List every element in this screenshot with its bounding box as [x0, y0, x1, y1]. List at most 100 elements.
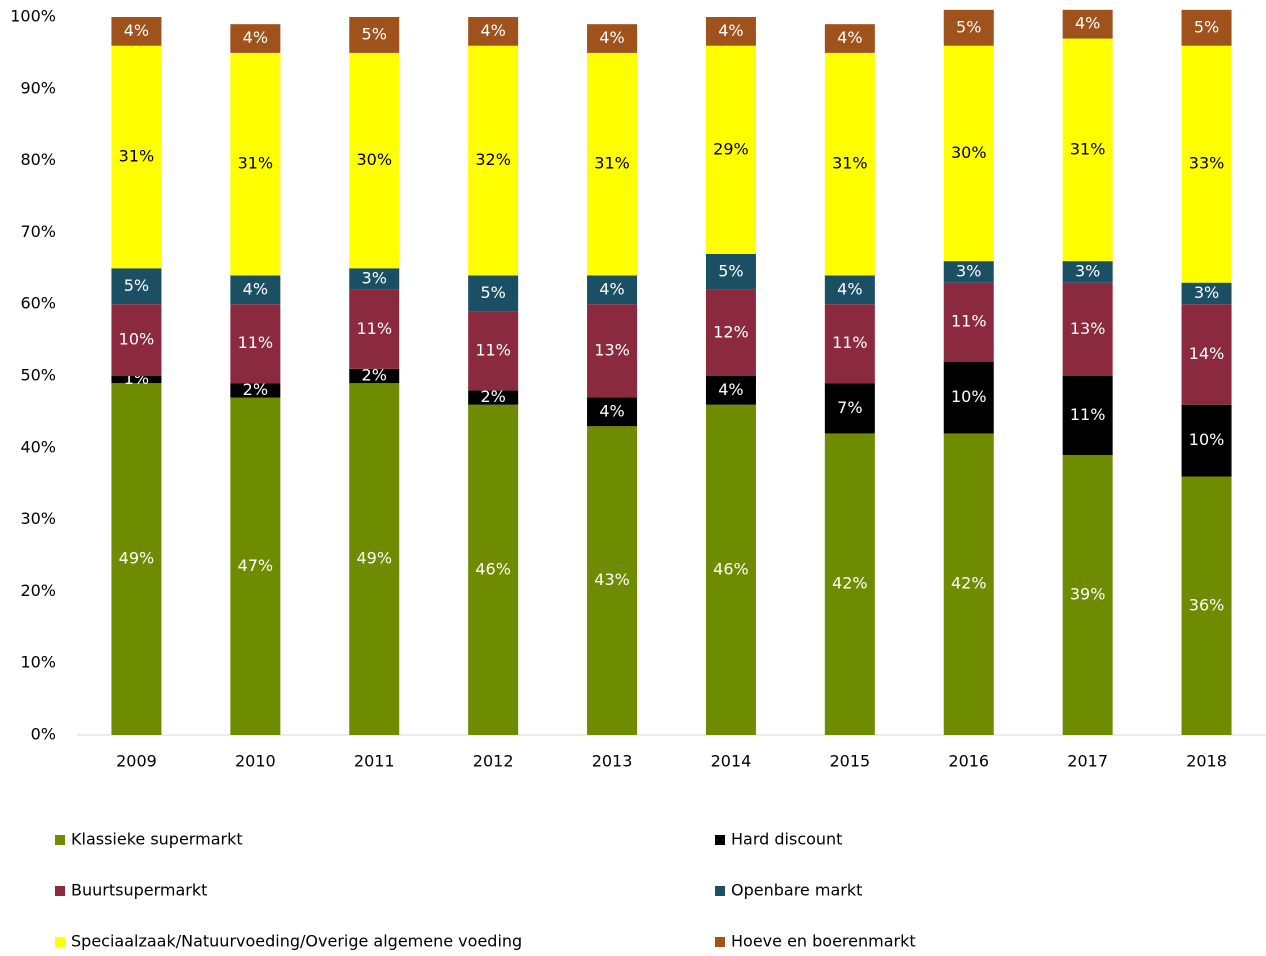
data-label: 46%: [475, 559, 511, 578]
bar-segment: [1181, 45, 1232, 283]
data-label: 3%: [1075, 261, 1100, 280]
data-label: 4%: [718, 380, 743, 399]
y-tick-label: 70%: [20, 222, 56, 241]
y-tick-label: 60%: [20, 294, 56, 313]
x-tick-label: 2016: [948, 752, 989, 771]
bar-segment: [349, 289, 400, 369]
bar-segment: [111, 17, 162, 46]
data-label: 10%: [1189, 430, 1225, 449]
data-label: 10%: [119, 330, 155, 349]
data-label: 13%: [1070, 319, 1106, 338]
bar-segment: [705, 253, 756, 290]
bar-segment: [1062, 9, 1113, 39]
bar-segment: [705, 17, 756, 46]
data-label: 31%: [119, 147, 155, 166]
data-label: 36%: [1189, 595, 1225, 614]
bar-segment: [587, 275, 638, 305]
data-label: 5%: [1194, 17, 1219, 36]
data-label: 31%: [238, 154, 274, 173]
bar-segment: [824, 383, 875, 434]
data-label: 5%: [124, 276, 149, 295]
data-label: 11%: [832, 333, 868, 352]
bar-segment: [587, 24, 638, 53]
legend-swatch: [55, 886, 65, 896]
legend-label: Openbare markt: [731, 881, 862, 900]
y-tick-label: 80%: [20, 150, 56, 169]
bar-segment: [587, 304, 638, 398]
data-label: 11%: [951, 312, 987, 331]
bar-segment: [705, 45, 756, 254]
bar-segment: [1062, 261, 1113, 283]
data-label: 31%: [1070, 139, 1106, 158]
y-tick-label: 40%: [20, 437, 56, 456]
bar-segment: [824, 433, 875, 735]
y-tick-label: 100%: [10, 7, 56, 26]
legend-label: Speciaalzaak/Natuurvoeding/Overige algem…: [71, 932, 522, 951]
data-label: 11%: [475, 340, 511, 359]
bar-segment: [1062, 282, 1113, 376]
bar-segment: [1181, 304, 1232, 405]
data-label: 4%: [837, 28, 862, 47]
data-label: 14%: [1189, 344, 1225, 363]
bar-segment: [1181, 282, 1232, 305]
data-label: 11%: [356, 319, 392, 338]
bar-segment: [230, 383, 281, 398]
data-label: 13%: [594, 340, 630, 359]
data-label: 31%: [832, 154, 868, 173]
bar-segment: [349, 268, 400, 290]
bar-segment: [705, 376, 756, 405]
data-label: 4%: [599, 401, 624, 420]
bar-segment: [230, 24, 281, 53]
bar-segment: [349, 368, 400, 384]
bar-segment: [111, 268, 162, 305]
data-label: 4%: [718, 21, 743, 40]
data-label: 2%: [243, 380, 268, 399]
legend-label: Hoeve en boerenmarkt: [731, 932, 916, 951]
data-label: 43%: [594, 570, 630, 589]
bar-segment: [1062, 38, 1113, 262]
bar-segment: [1181, 476, 1232, 735]
data-label: 33%: [1189, 154, 1225, 173]
x-tick-label: 2014: [711, 752, 752, 771]
bar-segment: [705, 289, 756, 376]
legend-label: Klassieke supermarkt: [71, 830, 243, 849]
bar-segment: [111, 45, 162, 269]
bar-segment: [824, 52, 875, 276]
bar-segment: [943, 361, 994, 434]
data-label: 10%: [951, 387, 987, 406]
bar-segment: [111, 376, 162, 384]
legend-swatch: [715, 937, 725, 947]
bar-segment: [468, 17, 519, 46]
data-label: 30%: [951, 143, 987, 162]
bar-segment: [230, 275, 281, 305]
bar-segment: [349, 52, 400, 269]
bar-segment: [111, 304, 162, 376]
legend-swatch: [55, 937, 65, 947]
data-label: 5%: [480, 283, 505, 302]
bar-segment: [587, 397, 638, 427]
data-label: 2%: [480, 387, 505, 406]
data-label: 7%: [837, 398, 862, 417]
data-label: 3%: [1194, 283, 1219, 302]
data-label: 46%: [713, 559, 749, 578]
data-label: 4%: [599, 279, 624, 298]
x-tick-label: 2018: [1186, 752, 1227, 771]
x-tick-label: 2012: [473, 752, 514, 771]
bar-segment: [468, 45, 519, 276]
x-tick-label: 2013: [592, 752, 633, 771]
y-tick-label: 0%: [31, 725, 56, 744]
bar-segment: [587, 52, 638, 276]
legend-swatch: [55, 835, 65, 845]
bar-segment: [349, 17, 400, 53]
x-tick-label: 2010: [235, 752, 276, 771]
y-tick-label: 90%: [20, 78, 56, 97]
bar-segment: [943, 433, 994, 735]
bar-segment: [1181, 404, 1232, 477]
bar-segment: [1062, 454, 1113, 735]
data-label: 30%: [356, 150, 392, 169]
legend-label: Hard discount: [731, 830, 842, 849]
bar-segment: [943, 261, 994, 283]
data-label: 32%: [475, 150, 511, 169]
bar-segment: [705, 404, 756, 735]
